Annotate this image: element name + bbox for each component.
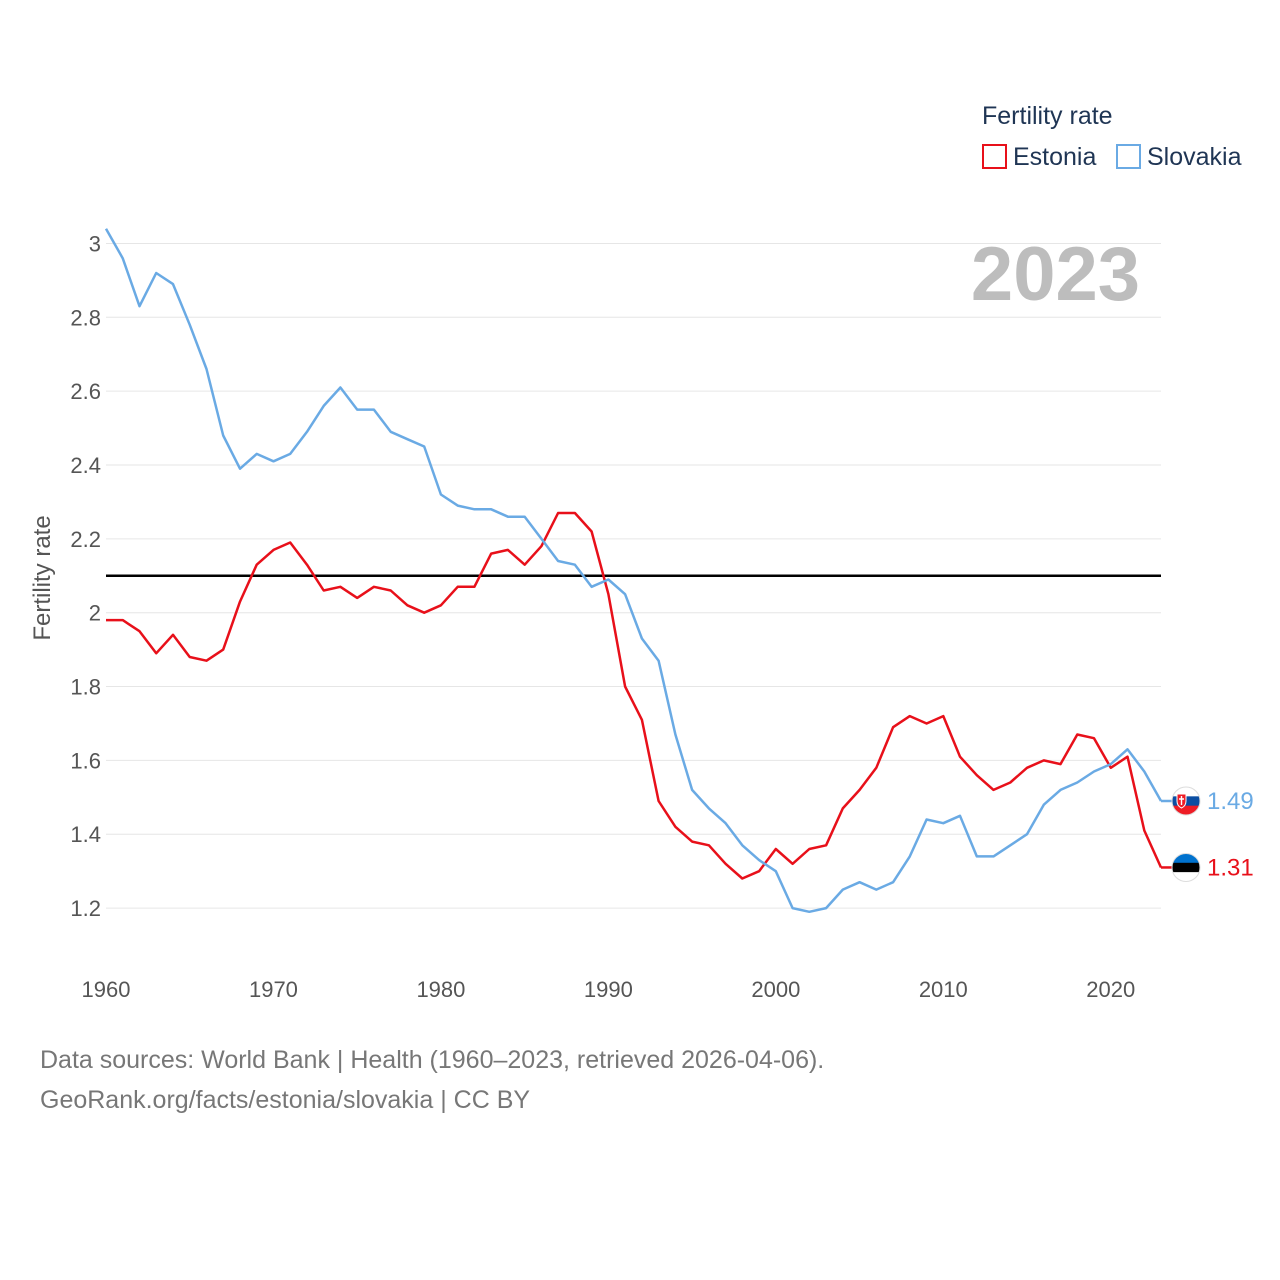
y-tick-label: 3 (89, 231, 101, 256)
y-axis-label: Fertility rate (29, 515, 56, 640)
x-tick-label: 1980 (416, 977, 465, 1002)
series-line-slovakia (104, 228, 1163, 914)
end-value-label-estonia: 1.31 (1207, 854, 1254, 881)
legend: Fertility rate Estonia Slovakia (982, 102, 1242, 171)
end-markers: 1.31 1.49 (1161, 786, 1254, 882)
legend-label-slovakia: Slovakia (1147, 143, 1242, 171)
x-tick-label: 2010 (919, 977, 968, 1002)
y-tick-label: 2.6 (70, 379, 101, 404)
y-tick-label: 2.8 (70, 305, 101, 330)
x-tick-label: 1990 (584, 977, 633, 1002)
legend-title: Fertility rate (982, 102, 1113, 130)
series-lines (104, 228, 1163, 914)
y-tick-label: 2 (89, 601, 101, 626)
legend-swatch-slovakia (1116, 144, 1141, 169)
source-line-2: GeoRank.org/facts/estonia/slovakia | CC … (40, 1086, 531, 1114)
y-axis-ticks: 1.2 1.4 1.6 1.8 2 2.2 2.4 2.6 2.8 3 (70, 231, 101, 921)
year-label: 2023 (971, 232, 1140, 317)
legend-item-estonia[interactable]: Estonia (982, 143, 1096, 171)
y-tick-label: 1.4 (70, 822, 101, 847)
x-tick-label: 2020 (1086, 977, 1135, 1002)
y-tick-label: 1.8 (70, 675, 101, 700)
x-tick-label: 1970 (249, 977, 298, 1002)
x-tick-label: 2000 (751, 977, 800, 1002)
series-line-estonia (106, 511, 1163, 880)
estonia-flag-icon (1172, 853, 1200, 882)
y-tick-label: 1.2 (70, 896, 101, 921)
legend-swatch-estonia (982, 144, 1007, 169)
y-tick-label: 2.2 (70, 527, 101, 552)
x-axis-ticks: 1960 1970 1980 1990 2000 2010 2020 (82, 977, 1136, 1002)
source-line-1: Data sources: World Bank | Health (1960–… (40, 1046, 825, 1074)
y-tick-label: 2.4 (70, 453, 101, 478)
x-tick-label: 1960 (82, 977, 131, 1002)
legend-item-slovakia[interactable]: Slovakia (1116, 143, 1242, 171)
end-value-label-slovakia: 1.49 (1207, 788, 1254, 815)
legend-label-estonia: Estonia (1013, 143, 1096, 171)
slovakia-flag-icon (1172, 787, 1200, 815)
gridlines (106, 242, 1161, 909)
y-tick-label: 1.6 (70, 748, 101, 773)
